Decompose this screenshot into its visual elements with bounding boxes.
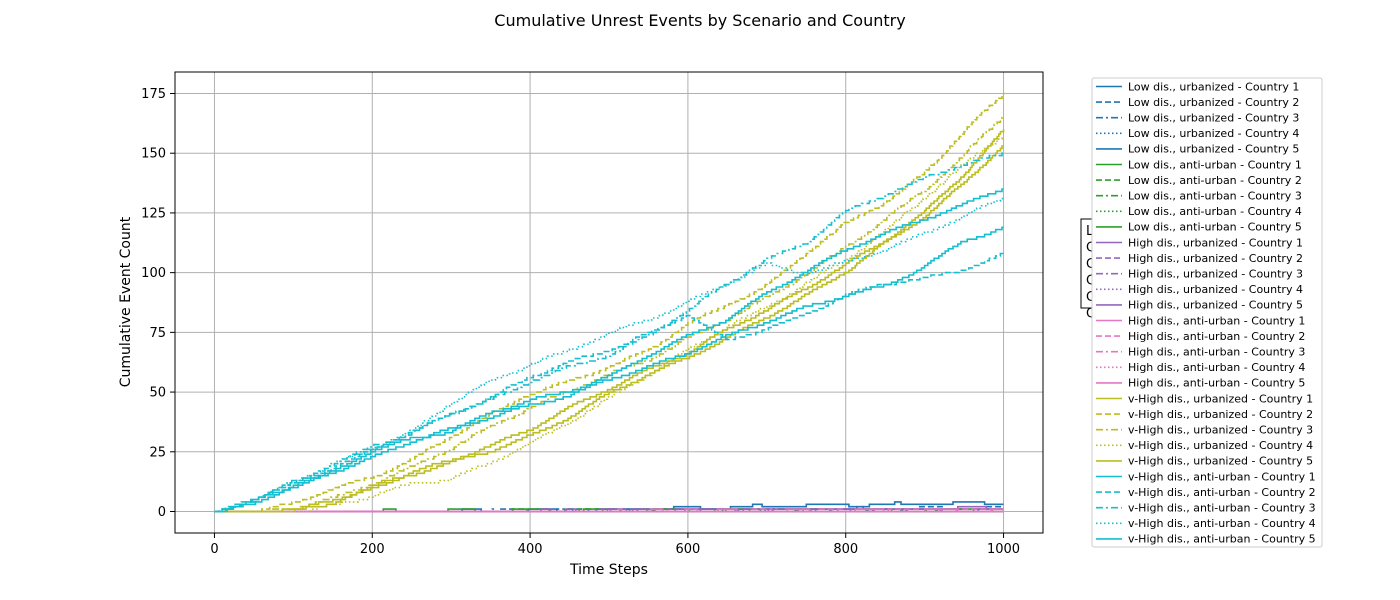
plot-lines: [214, 93, 1005, 513]
legend-entry: High dis., urbanized - Country 4: [1128, 283, 1303, 296]
legend-entry: High dis., urbanized - Country 5: [1128, 299, 1303, 312]
y-axis-label: Cumulative Event Count: [118, 216, 134, 387]
legend-entry: High dis., anti-urban - Country 3: [1128, 346, 1305, 359]
y-tick-label: 75: [149, 326, 166, 341]
chart-title: Cumulative Unrest Events by Scenario and…: [494, 11, 905, 30]
legend-entry: Low dis., anti-urban - Country 3: [1128, 190, 1302, 203]
x-tick-label: 800: [833, 542, 858, 557]
y-tick-label: 150: [141, 147, 166, 162]
legend-entry: v-High dis., urbanized - Country 3: [1128, 424, 1313, 437]
series-line: [214, 116, 1004, 513]
legend-entry: Low dis., anti-urban - Country 5: [1128, 221, 1302, 234]
series-line: [214, 508, 1004, 513]
x-axis-label: Time Steps: [569, 562, 648, 578]
y-tick-label: 50: [149, 386, 166, 401]
legend-entry: High dis., anti-urban - Country 1: [1128, 314, 1305, 327]
legend-entry: Low dis., anti-urban - Country 1: [1128, 158, 1302, 171]
series-line: [214, 501, 1004, 513]
legend-entry: High dis., anti-urban - Country 2: [1128, 330, 1305, 343]
x-tick-label: 600: [675, 542, 700, 557]
legend-entry: v-High dis., urbanized - Country 2: [1128, 408, 1313, 421]
legend-entry: v-High dis., urbanized - Country 1: [1128, 392, 1313, 405]
y-tick-label: 0: [158, 505, 166, 520]
legend-entry: Low dis., anti-urban - Country 2: [1128, 174, 1302, 187]
legend-entry: v-High dis., anti-urban - Country 5: [1128, 533, 1316, 546]
plot-frame: [174, 71, 1044, 534]
x-axis: 0 200 400 600 800 1000: [210, 533, 1020, 557]
series-line: [214, 252, 1004, 513]
legend-entry: v-High dis., anti-urban - Country 1: [1128, 470, 1316, 483]
legend-entry: v-High dis., urbanized - Country 5: [1128, 455, 1313, 468]
legend-entry: v-High dis., anti-urban - Country 4: [1128, 517, 1316, 530]
legend-entry: Low dis., urbanized - Country 2: [1128, 96, 1299, 109]
series-line: [214, 93, 1005, 513]
legend: Low dis., urbanized - Country 1 Low dis.,…: [1091, 77, 1323, 548]
legend-entry: High dis., anti-urban - Country 4: [1128, 361, 1305, 374]
legend-entry: High dis., anti-urban - Country 5: [1128, 377, 1305, 390]
series-line: [214, 135, 1004, 513]
legend-entry: v-High dis., anti-urban - Country 2: [1128, 486, 1316, 499]
legend-entry: v-High dis., anti-urban - Country 3: [1128, 502, 1316, 515]
y-tick-label: 175: [141, 87, 166, 102]
legend-entry: High dis., urbanized - Country 3: [1128, 268, 1303, 281]
y-tick-label: 25: [149, 445, 166, 460]
legend-entry: Low dis., urbanized - Country 1: [1128, 80, 1299, 93]
legend-entry: Low dis., urbanized - Country 4: [1128, 127, 1299, 140]
x-tick-label: 1000: [987, 542, 1020, 557]
legend-entry: v-High dis., urbanized - Country 4: [1128, 439, 1313, 452]
series-line: [214, 197, 1004, 513]
legend-entry: Low dis., anti-urban - Country 4: [1128, 205, 1302, 218]
series-line: [214, 129, 1005, 513]
x-tick-label: 200: [360, 542, 385, 557]
series-line: [214, 188, 1004, 513]
legend-entry: High dis., urbanized - Country 1: [1128, 236, 1303, 249]
y-axis: 0 25 50 75 100 125 150 175: [141, 87, 175, 520]
y-tick-label: 125: [141, 206, 166, 221]
x-tick-label: 400: [518, 542, 543, 557]
y-tick-label: 100: [141, 266, 166, 281]
legend-entry: High dis., urbanized - Country 2: [1128, 252, 1303, 265]
series-line: [214, 145, 1004, 513]
series-line: [214, 226, 1004, 513]
grid: [175, 72, 1043, 533]
legend-entry: Low dis., urbanized - Country 3: [1128, 112, 1299, 125]
legend-entry: Low dis., urbanized - Country 5: [1128, 143, 1299, 156]
x-tick-label: 0: [210, 542, 218, 557]
legend-box: [1091, 77, 1323, 548]
